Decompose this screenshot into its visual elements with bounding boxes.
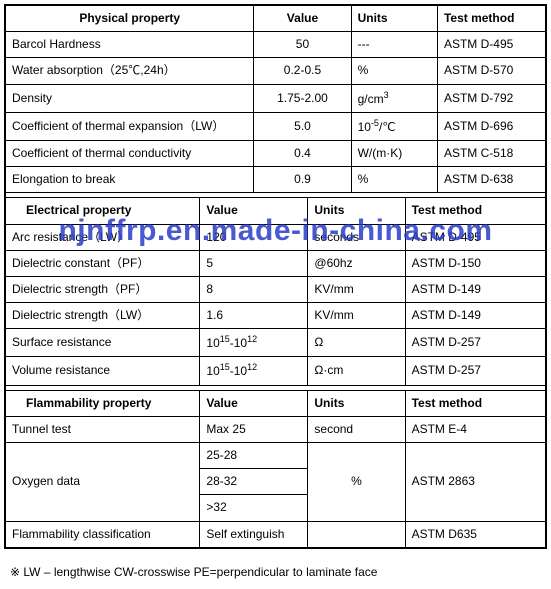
col-header: Units [308, 390, 405, 416]
cell-method: ASTM D-149 [405, 276, 545, 302]
col-header: Test method [437, 6, 545, 32]
col-header: Flammability property [6, 390, 200, 416]
cell-prop: Tunnel test [6, 416, 200, 442]
cell-value: 0.4 [254, 140, 351, 166]
table-row: Surface resistance1015-1012ΩASTM D-257 [6, 329, 546, 357]
cell-value: 1015-1012 [200, 357, 308, 385]
cell-method: ASTM D635 [405, 521, 545, 547]
table-row: Coefficient of thermal conductivity0.4W/… [6, 140, 546, 166]
col-header: Test method [405, 198, 545, 224]
cell-prop: Dielectric strength（LW） [6, 303, 200, 329]
cell-units: g/cm3 [351, 84, 437, 112]
cell-prop: Water absorption（25℃,24h） [6, 58, 254, 84]
cell-prop: Elongation to break [6, 167, 254, 193]
col-header: Electrical property [6, 198, 200, 224]
cell-value: 28-32 [200, 469, 308, 495]
col-header: Physical property [6, 6, 254, 32]
table-row: Barcol Hardness50---ASTM D-495 [6, 32, 546, 58]
cell-method: ASTM D-495 [437, 32, 545, 58]
cell-prop: Arc resistance（LW） [6, 224, 200, 250]
col-header: Units [308, 198, 405, 224]
col-header: Units [351, 6, 437, 32]
cell-value: 0.2-0.5 [254, 58, 351, 84]
col-header: Value [200, 198, 308, 224]
col-header: Value [254, 6, 351, 32]
cell-method: ASTM D-570 [437, 58, 545, 84]
table-header-row: Electrical property Value Units Test met… [6, 198, 546, 224]
cell-method: ASTM D-495 [405, 224, 545, 250]
cell-method: ASTM D-257 [405, 357, 545, 385]
table-row: Volume resistance1015-1012Ω·cmASTM D-257 [6, 357, 546, 385]
cell-prop: Barcol Hardness [6, 32, 254, 58]
cell-value: 25-28 [200, 443, 308, 469]
table-row: Water absorption（25℃,24h）0.2-0.5%ASTM D-… [6, 58, 546, 84]
table-row: Oxygen data 25-28 % ASTM 2863 [6, 443, 546, 469]
cell-prop: Surface resistance [6, 329, 200, 357]
cell-method: ASTM D-638 [437, 167, 545, 193]
footnote-text: ※ LW – lengthwise CW-crosswise PE=perpen… [0, 553, 551, 589]
cell-units: 10-5/℃ [351, 112, 437, 140]
cell-prop: Density [6, 84, 254, 112]
cell-method: ASTM E-4 [405, 416, 545, 442]
table-row: Coefficient of thermal expansion（LW）5.01… [6, 112, 546, 140]
table-row: Arc resistance（LW）120secondsASTM D-495 [6, 224, 546, 250]
table-header-row: Flammability property Value Units Test m… [6, 390, 546, 416]
cell-value: 120 [200, 224, 308, 250]
cell-method: ASTM 2863 [405, 443, 545, 522]
physical-property-table: Physical property Value Units Test metho… [5, 5, 546, 193]
cell-units: seconds [308, 224, 405, 250]
cell-units: KV/mm [308, 303, 405, 329]
col-header: Value [200, 390, 308, 416]
tables-container: Physical property Value Units Test metho… [4, 4, 547, 549]
table-row: Dielectric strength（PF）8KV/mmASTM D-149 [6, 276, 546, 302]
table-row: Elongation to break0.9%ASTM D-638 [6, 167, 546, 193]
table-row: Flammability classification Self extingu… [6, 521, 546, 547]
cell-method: ASTM C-518 [437, 140, 545, 166]
cell-units [308, 521, 405, 547]
cell-value: 5.0 [254, 112, 351, 140]
cell-prop: Dielectric constant（PF） [6, 250, 200, 276]
cell-units: KV/mm [308, 276, 405, 302]
cell-units: % [351, 58, 437, 84]
electrical-property-table: Electrical property Value Units Test met… [5, 197, 546, 385]
cell-method: ASTM D-149 [405, 303, 545, 329]
cell-value: 1015-1012 [200, 329, 308, 357]
cell-value: >32 [200, 495, 308, 521]
table-header-row: Physical property Value Units Test metho… [6, 6, 546, 32]
cell-prop: Coefficient of thermal expansion（LW） [6, 112, 254, 140]
flammability-property-table: Flammability property Value Units Test m… [5, 390, 546, 548]
cell-method: ASTM D-257 [405, 329, 545, 357]
table-row: Tunnel test Max 25 second ASTM E-4 [6, 416, 546, 442]
table-row: Dielectric strength（LW）1.6KV/mmASTM D-14… [6, 303, 546, 329]
table-row: Dielectric constant（PF）5@60hzASTM D-150 [6, 250, 546, 276]
cell-prop: Volume resistance [6, 357, 200, 385]
cell-units: Ω·cm [308, 357, 405, 385]
cell-value: 50 [254, 32, 351, 58]
cell-value: Self extinguish [200, 521, 308, 547]
table-row: Density1.75-2.00g/cm3ASTM D-792 [6, 84, 546, 112]
cell-value: 8 [200, 276, 308, 302]
cell-value: Max 25 [200, 416, 308, 442]
cell-units: Ω [308, 329, 405, 357]
cell-method: ASTM D-792 [437, 84, 545, 112]
cell-units: W/(m·K) [351, 140, 437, 166]
cell-prop: Flammability classification [6, 521, 200, 547]
cell-value: 1.6 [200, 303, 308, 329]
cell-value: 1.75-2.00 [254, 84, 351, 112]
cell-value: 5 [200, 250, 308, 276]
col-header: Test method [405, 390, 545, 416]
cell-units: % [308, 443, 405, 522]
cell-method: ASTM D-150 [405, 250, 545, 276]
cell-value: 0.9 [254, 167, 351, 193]
cell-prop: Oxygen data [6, 443, 200, 522]
cell-units: --- [351, 32, 437, 58]
cell-units: % [351, 167, 437, 193]
cell-units: second [308, 416, 405, 442]
cell-prop: Dielectric strength（PF） [6, 276, 200, 302]
cell-method: ASTM D-696 [437, 112, 545, 140]
cell-prop: Coefficient of thermal conductivity [6, 140, 254, 166]
cell-units: @60hz [308, 250, 405, 276]
